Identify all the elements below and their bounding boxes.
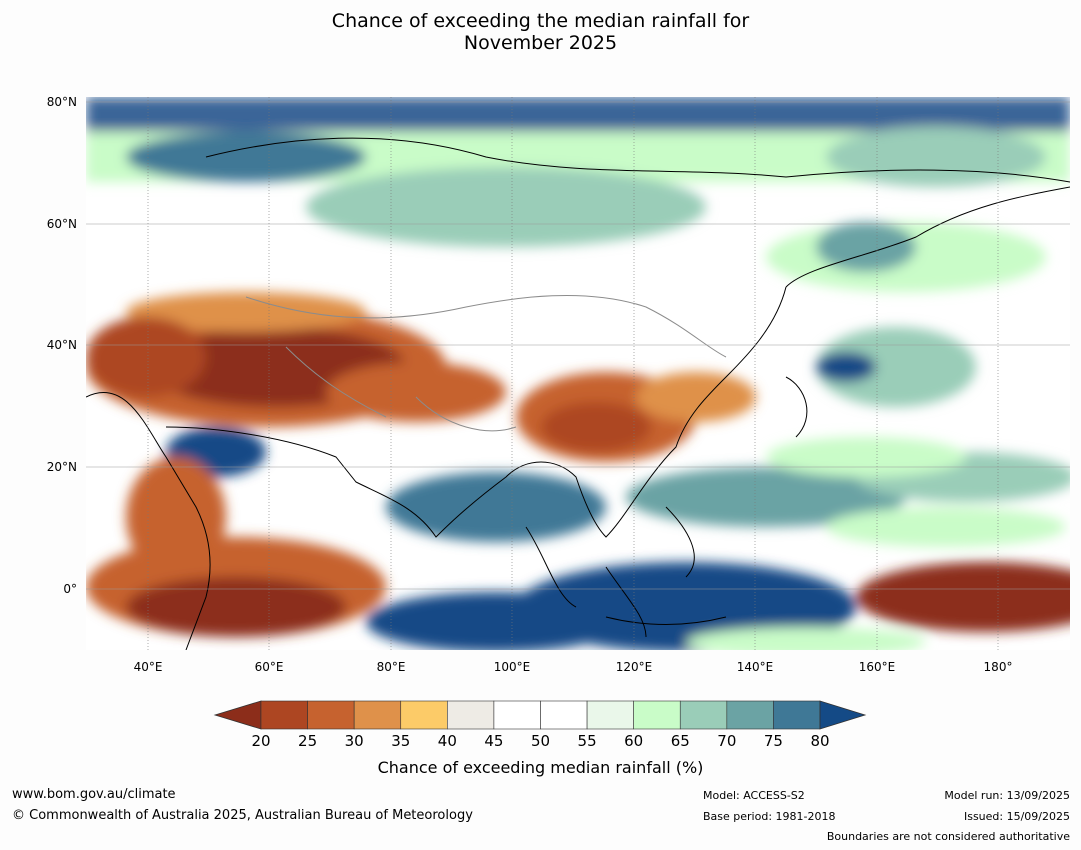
colorbar-segment	[260, 700, 308, 730]
colorbar-label: Chance of exceeding median rainfall (%)	[377, 758, 704, 777]
colorbar-tick-label: 75	[763, 732, 783, 750]
colorbar-segment	[773, 700, 821, 730]
colorbar-tick-label: 60	[624, 732, 644, 750]
lat-label-0: 0°	[63, 582, 77, 596]
colorbar-extend-low	[213, 700, 262, 730]
colorbar-extend-high	[819, 700, 867, 730]
colorbar-segment	[307, 700, 355, 730]
footer-website: www.bom.gov.au/climate	[12, 787, 176, 802]
colorbar-segment	[540, 700, 588, 730]
colorbar-segment	[400, 700, 448, 730]
footer-issued: Issued: 15/09/2025	[963, 810, 1070, 823]
colorbar-tick-label: 25	[298, 732, 318, 750]
colorbar-segment	[586, 700, 634, 730]
colorbar-tick-label: 35	[391, 732, 411, 750]
colorbar-segment	[679, 700, 728, 730]
latitude-lines	[86, 101, 1070, 590]
lon-label-80e: 80°E	[376, 660, 406, 674]
lon-label-120e: 120°E	[615, 660, 653, 674]
footer-copyright: © Commonwealth of Australia 2025, Austra…	[12, 808, 473, 823]
lon-label-40e: 40°E	[133, 660, 163, 674]
lon-label-160e: 160°E	[858, 660, 896, 674]
map-title-line1: Chance of exceeding the median rainfall …	[331, 10, 750, 32]
lon-label-140e: 140°E	[736, 660, 774, 674]
lon-label-100e: 100°E	[493, 660, 531, 674]
colorbar-tick-label: 55	[577, 732, 597, 750]
rainfall-probability-map	[86, 97, 1070, 650]
colorbar-segment	[447, 700, 495, 730]
colorbar-tick-label: 45	[484, 732, 504, 750]
colorbar-segment	[493, 700, 541, 730]
colorbar-tick-label: 20	[251, 732, 271, 750]
lon-label-60e: 60°E	[254, 660, 284, 674]
colorbar-tick-label: 65	[670, 732, 690, 750]
lat-label-80n: 80°N	[46, 95, 77, 109]
lat-label-40n: 40°N	[46, 338, 77, 352]
colorbar-tick-label: 50	[530, 732, 551, 750]
colorbar-tick-label: 80	[810, 732, 830, 750]
footer-model-run: Model run: 13/09/2025	[944, 789, 1070, 802]
footer-model: Model: ACCESS-S2	[703, 789, 805, 802]
colorbar-tick-label: 30	[344, 732, 364, 750]
colorbar-tick-label: 70	[717, 732, 737, 750]
lat-label-60n: 60°N	[46, 217, 77, 231]
footer-base-period: Base period: 1981-2018	[703, 810, 836, 823]
country-borders	[245, 294, 727, 432]
coastlines	[86, 137, 1070, 650]
colorbar-segment	[633, 700, 681, 730]
colorbar-segment	[353, 700, 402, 730]
lat-label-20n: 20°N	[46, 460, 77, 474]
colorbar	[213, 700, 867, 730]
graticule	[147, 97, 999, 650]
colorbar-segment	[726, 700, 774, 730]
lon-label-180: 180°	[983, 660, 1013, 674]
colorbar-tick-label: 40	[437, 732, 457, 750]
footer-disclaimer: Boundaries are not considered authoritat…	[826, 830, 1070, 843]
map-title-line2: November 2025	[463, 32, 618, 54]
